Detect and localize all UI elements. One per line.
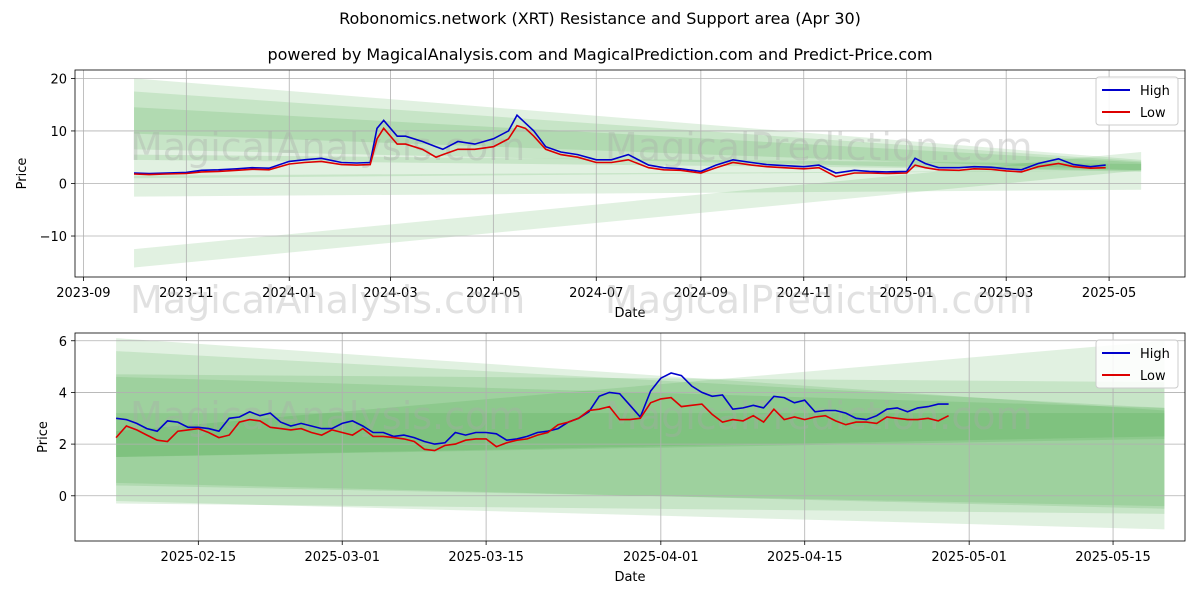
- y-tick-label: −10: [40, 230, 67, 245]
- x-tick-label: 2025-03: [979, 286, 1033, 301]
- x-tick-label: 2025-04-15: [767, 550, 843, 565]
- band-group: [116, 338, 1165, 530]
- x-tick-label: 2025-03-01: [304, 550, 380, 565]
- series-line-high: [115, 372, 949, 445]
- band-area: [116, 338, 1165, 509]
- chart-1: MagicalAnalysis.com MagicalPrediction.com…: [15, 69, 1186, 321]
- plot-frame: [74, 332, 1186, 542]
- legend-label-high: High: [1140, 84, 1170, 99]
- band-area: [134, 78, 1142, 171]
- legend-label-low: Low: [1140, 369, 1166, 384]
- y-tick-label: 0: [59, 490, 67, 505]
- x-tick-label: 2024-03: [363, 286, 417, 301]
- x-tick-label: 2025-05-15: [1075, 550, 1151, 565]
- series-line-high: [133, 113, 1106, 175]
- y-tick-label: 2: [59, 438, 67, 453]
- x-tick-label: 2023-11: [159, 286, 213, 301]
- x-tick-label: 2025-02-15: [161, 550, 237, 565]
- x-tick-label: 2024-01: [262, 286, 316, 301]
- chart-title: Robonomics.network (XRT) Resistance and …: [339, 9, 861, 28]
- plot-frame: [74, 69, 1186, 278]
- chart-2: MagicalAnalysis.com MagicalPrediction.com…: [36, 332, 1186, 585]
- x-tick-label: 2025-04-01: [623, 550, 699, 565]
- x-tick-label: 2023-09: [56, 286, 110, 301]
- legend: High Low: [1095, 76, 1179, 126]
- x-tick-label: 2024-09: [674, 286, 728, 301]
- x-tick-label: 2025-03-15: [448, 550, 524, 565]
- y-axis-label: Price: [36, 421, 51, 453]
- x-tick-label: 2025-05: [1082, 286, 1136, 301]
- watermark-right: MagicalPrediction.com: [605, 278, 1033, 322]
- series-line-low: [115, 396, 949, 452]
- watermark-left: MagicalAnalysis.com: [130, 278, 525, 322]
- watermark-left: MagicalAnalysis.com: [130, 394, 525, 438]
- x-tick-label: 2024-07: [569, 286, 623, 301]
- y-axis-label: Price: [15, 158, 30, 190]
- band-group: [134, 78, 1142, 268]
- x-axis-label: Date: [614, 570, 645, 585]
- y-tick-label: 0: [59, 177, 67, 192]
- chart-subtitle: powered by MagicalAnalysis.com and Magic…: [267, 45, 933, 64]
- band-area: [116, 351, 1165, 507]
- band-area: [134, 91, 1142, 172]
- x-tick-label: 2025-05-01: [931, 550, 1007, 565]
- watermark-right: MagicalPrediction.com: [605, 125, 1033, 169]
- legend-label-high: High: [1140, 347, 1170, 362]
- legend-label-low: Low: [1140, 106, 1166, 121]
- y-tick-label: 6: [59, 335, 67, 350]
- y-tick-label: 4: [59, 386, 67, 401]
- band-area: [116, 340, 1165, 530]
- y-tick-label: 10: [50, 125, 67, 140]
- band-area: [116, 413, 1165, 458]
- band-area: [134, 151, 1142, 268]
- y-tick-label: 20: [50, 72, 67, 87]
- series-line-low: [133, 124, 1106, 178]
- x-tick-label: 2025-01: [879, 286, 933, 301]
- x-axis-label: Date: [614, 306, 645, 321]
- legend: High Low: [1095, 339, 1179, 389]
- x-tick-label: 2024-05: [466, 286, 520, 301]
- x-tick-label: 2024-11: [777, 286, 831, 301]
